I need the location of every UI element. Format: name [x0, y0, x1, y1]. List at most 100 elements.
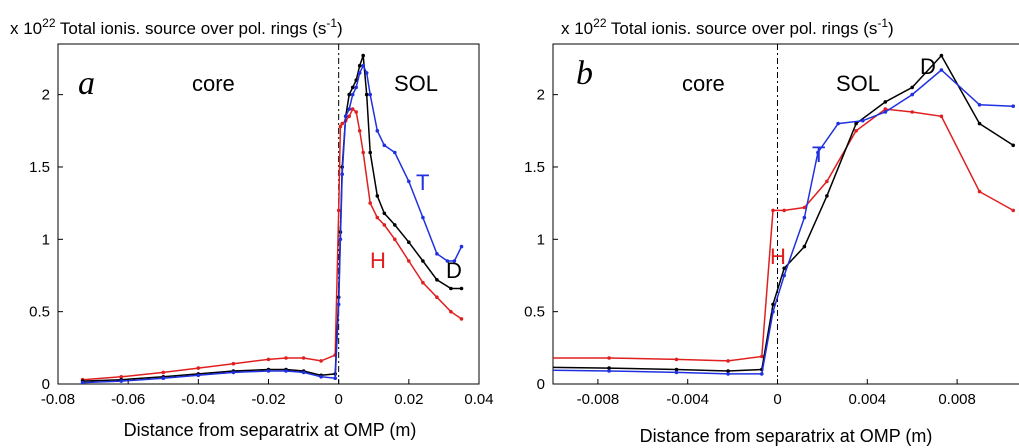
series-point-h	[449, 309, 453, 314]
series-point-t	[266, 369, 271, 373]
series-point-t	[421, 215, 425, 220]
series-point-d	[364, 92, 369, 97]
series-point-h	[910, 110, 914, 114]
x-tick-label: -0.04	[181, 391, 215, 408]
series-point-t	[301, 370, 306, 375]
series-point-h	[802, 205, 807, 210]
chart-b-region-sol: SOL	[836, 71, 880, 96]
series-point-t	[407, 179, 411, 184]
series-point-h	[357, 129, 362, 133]
series-point-t	[459, 244, 464, 249]
series-point-t	[760, 372, 764, 376]
chart-a-panel-letter: a	[78, 65, 95, 102]
y-tick-label: 2	[537, 87, 545, 104]
series-point-d	[449, 286, 453, 291]
x-tick-label: 0.004	[849, 391, 887, 408]
series-point-h	[421, 280, 425, 285]
series-point-h	[495, 356, 499, 360]
series-point-t	[364, 71, 369, 75]
series-point-t	[607, 369, 611, 373]
series-point-t	[340, 172, 345, 176]
series-point-h	[760, 354, 764, 359]
series-point-h	[771, 208, 775, 213]
series-point-d	[1011, 143, 1015, 148]
series-point-h	[119, 375, 123, 379]
chart-b-title: x 1022 Total ionis. source over pol. rin…	[561, 16, 894, 38]
y-tick-label: 1	[537, 231, 545, 248]
series-point-h	[350, 107, 355, 111]
series-line-h	[553, 108, 1014, 362]
series-point-h	[361, 150, 366, 155]
series-line-t	[553, 69, 1014, 375]
chart-b-region-core: core	[682, 71, 725, 96]
series-point-d	[854, 121, 858, 126]
chart-b-ticks: -0.008 -0.004 0 0.004 0.008 0 0.5 1 1.5 2	[524, 87, 976, 408]
series-point-t	[368, 92, 373, 97]
y-tick-label: 2	[42, 87, 50, 104]
series-point-t	[347, 107, 352, 111]
x-tick-label: -0.004	[666, 391, 709, 408]
series-point-t	[350, 92, 355, 97]
x-tick-label: -0.02	[251, 391, 285, 408]
series-point-h	[347, 114, 352, 119]
series-point-h	[393, 237, 397, 242]
chart-panel-b: x 1022 Total ionis. source over pol. rin…	[495, 16, 1019, 446]
series-point-h	[977, 189, 982, 194]
series-point-t	[771, 309, 775, 314]
series-point-t	[816, 150, 820, 155]
chart-b-axes-frame	[552, 43, 1019, 385]
series-line-h	[82, 107, 462, 381]
y-tick-label: 1	[42, 231, 50, 248]
chart-a-region-sol: SOL	[394, 71, 438, 96]
series-point-t	[284, 369, 288, 373]
series-line-d	[553, 54, 1014, 372]
series-point-d	[726, 369, 730, 373]
series-point-d	[421, 259, 425, 263]
series-point-h	[607, 356, 611, 360]
series-point-d	[771, 302, 775, 307]
series-point-d	[350, 85, 355, 90]
series-point-t	[977, 103, 982, 107]
y-tick-label: 0.5	[29, 304, 50, 321]
series-point-h	[231, 361, 236, 366]
series-point-t	[319, 375, 323, 379]
series-point-t	[674, 370, 679, 375]
chart-a-series-label-d: D	[446, 258, 462, 283]
series-point-d	[674, 367, 679, 372]
series-point-t	[452, 259, 457, 263]
series-point-d	[782, 266, 786, 271]
chart-a-region-core: core	[192, 71, 235, 96]
series-point-t	[782, 273, 786, 278]
series-point-h	[726, 359, 730, 363]
series-point-t	[836, 121, 840, 126]
series-point-h	[161, 370, 166, 375]
series-point-h	[375, 215, 380, 220]
series-point-t	[333, 376, 338, 381]
series-point-h	[266, 357, 271, 362]
x-tick-label: 0.02	[394, 391, 423, 408]
x-tick-label: -0.008	[577, 391, 620, 408]
series-point-d	[977, 121, 982, 126]
series-point-d	[357, 63, 362, 68]
chart-a-series-label-t: T	[416, 170, 429, 195]
series-point-d	[939, 53, 944, 58]
series-point-t	[80, 380, 85, 384]
series-point-h	[782, 208, 786, 213]
series-point-h	[674, 357, 679, 362]
y-tick-label: 0	[537, 376, 545, 393]
chart-a-series-label-h: H	[370, 248, 386, 273]
series-line-t	[82, 63, 463, 384]
series-point-d	[607, 366, 611, 370]
series-point-t	[196, 373, 201, 378]
series-point-t	[1011, 104, 1015, 108]
series-point-t	[382, 143, 387, 148]
series-point-h	[883, 107, 888, 111]
series-point-h	[435, 295, 439, 300]
series-point-t	[338, 237, 343, 242]
series-point-t	[231, 370, 236, 375]
series-point-t	[343, 114, 348, 119]
series-point-h	[382, 223, 387, 227]
chart-b-series	[495, 53, 1015, 376]
series-line-d	[82, 55, 462, 382]
